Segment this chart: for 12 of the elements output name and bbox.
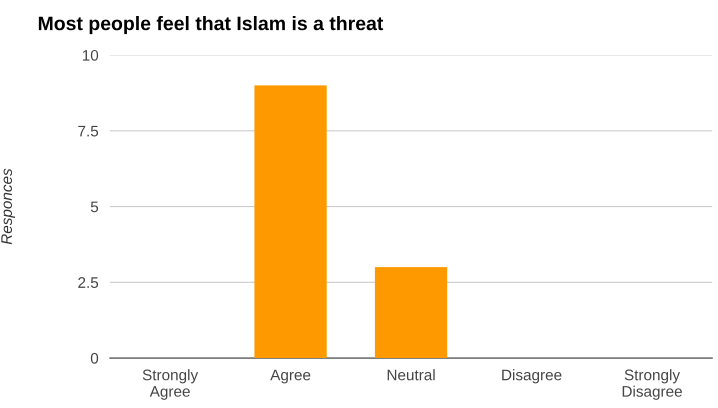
x-tick-label: Agree [270,370,310,384]
y-tick-label: 7.5 [78,126,98,136]
y-tick-label: 5 [90,202,98,212]
y-axis-title: Responces [1,168,16,244]
x-tick-label: Strongly Agree [142,369,198,400]
y-tick-label: 0 [90,352,98,364]
x-tick-label: Strongly Disagree [622,369,682,400]
chart-title: Most people feel that Islam is a threat [38,16,384,34]
x-tick-label: Disagree [502,369,562,384]
y-tick-label: 10 [82,50,98,61]
y-tick-label: 2.5 [78,277,98,288]
x-tick-label: Neutral [388,369,435,380]
